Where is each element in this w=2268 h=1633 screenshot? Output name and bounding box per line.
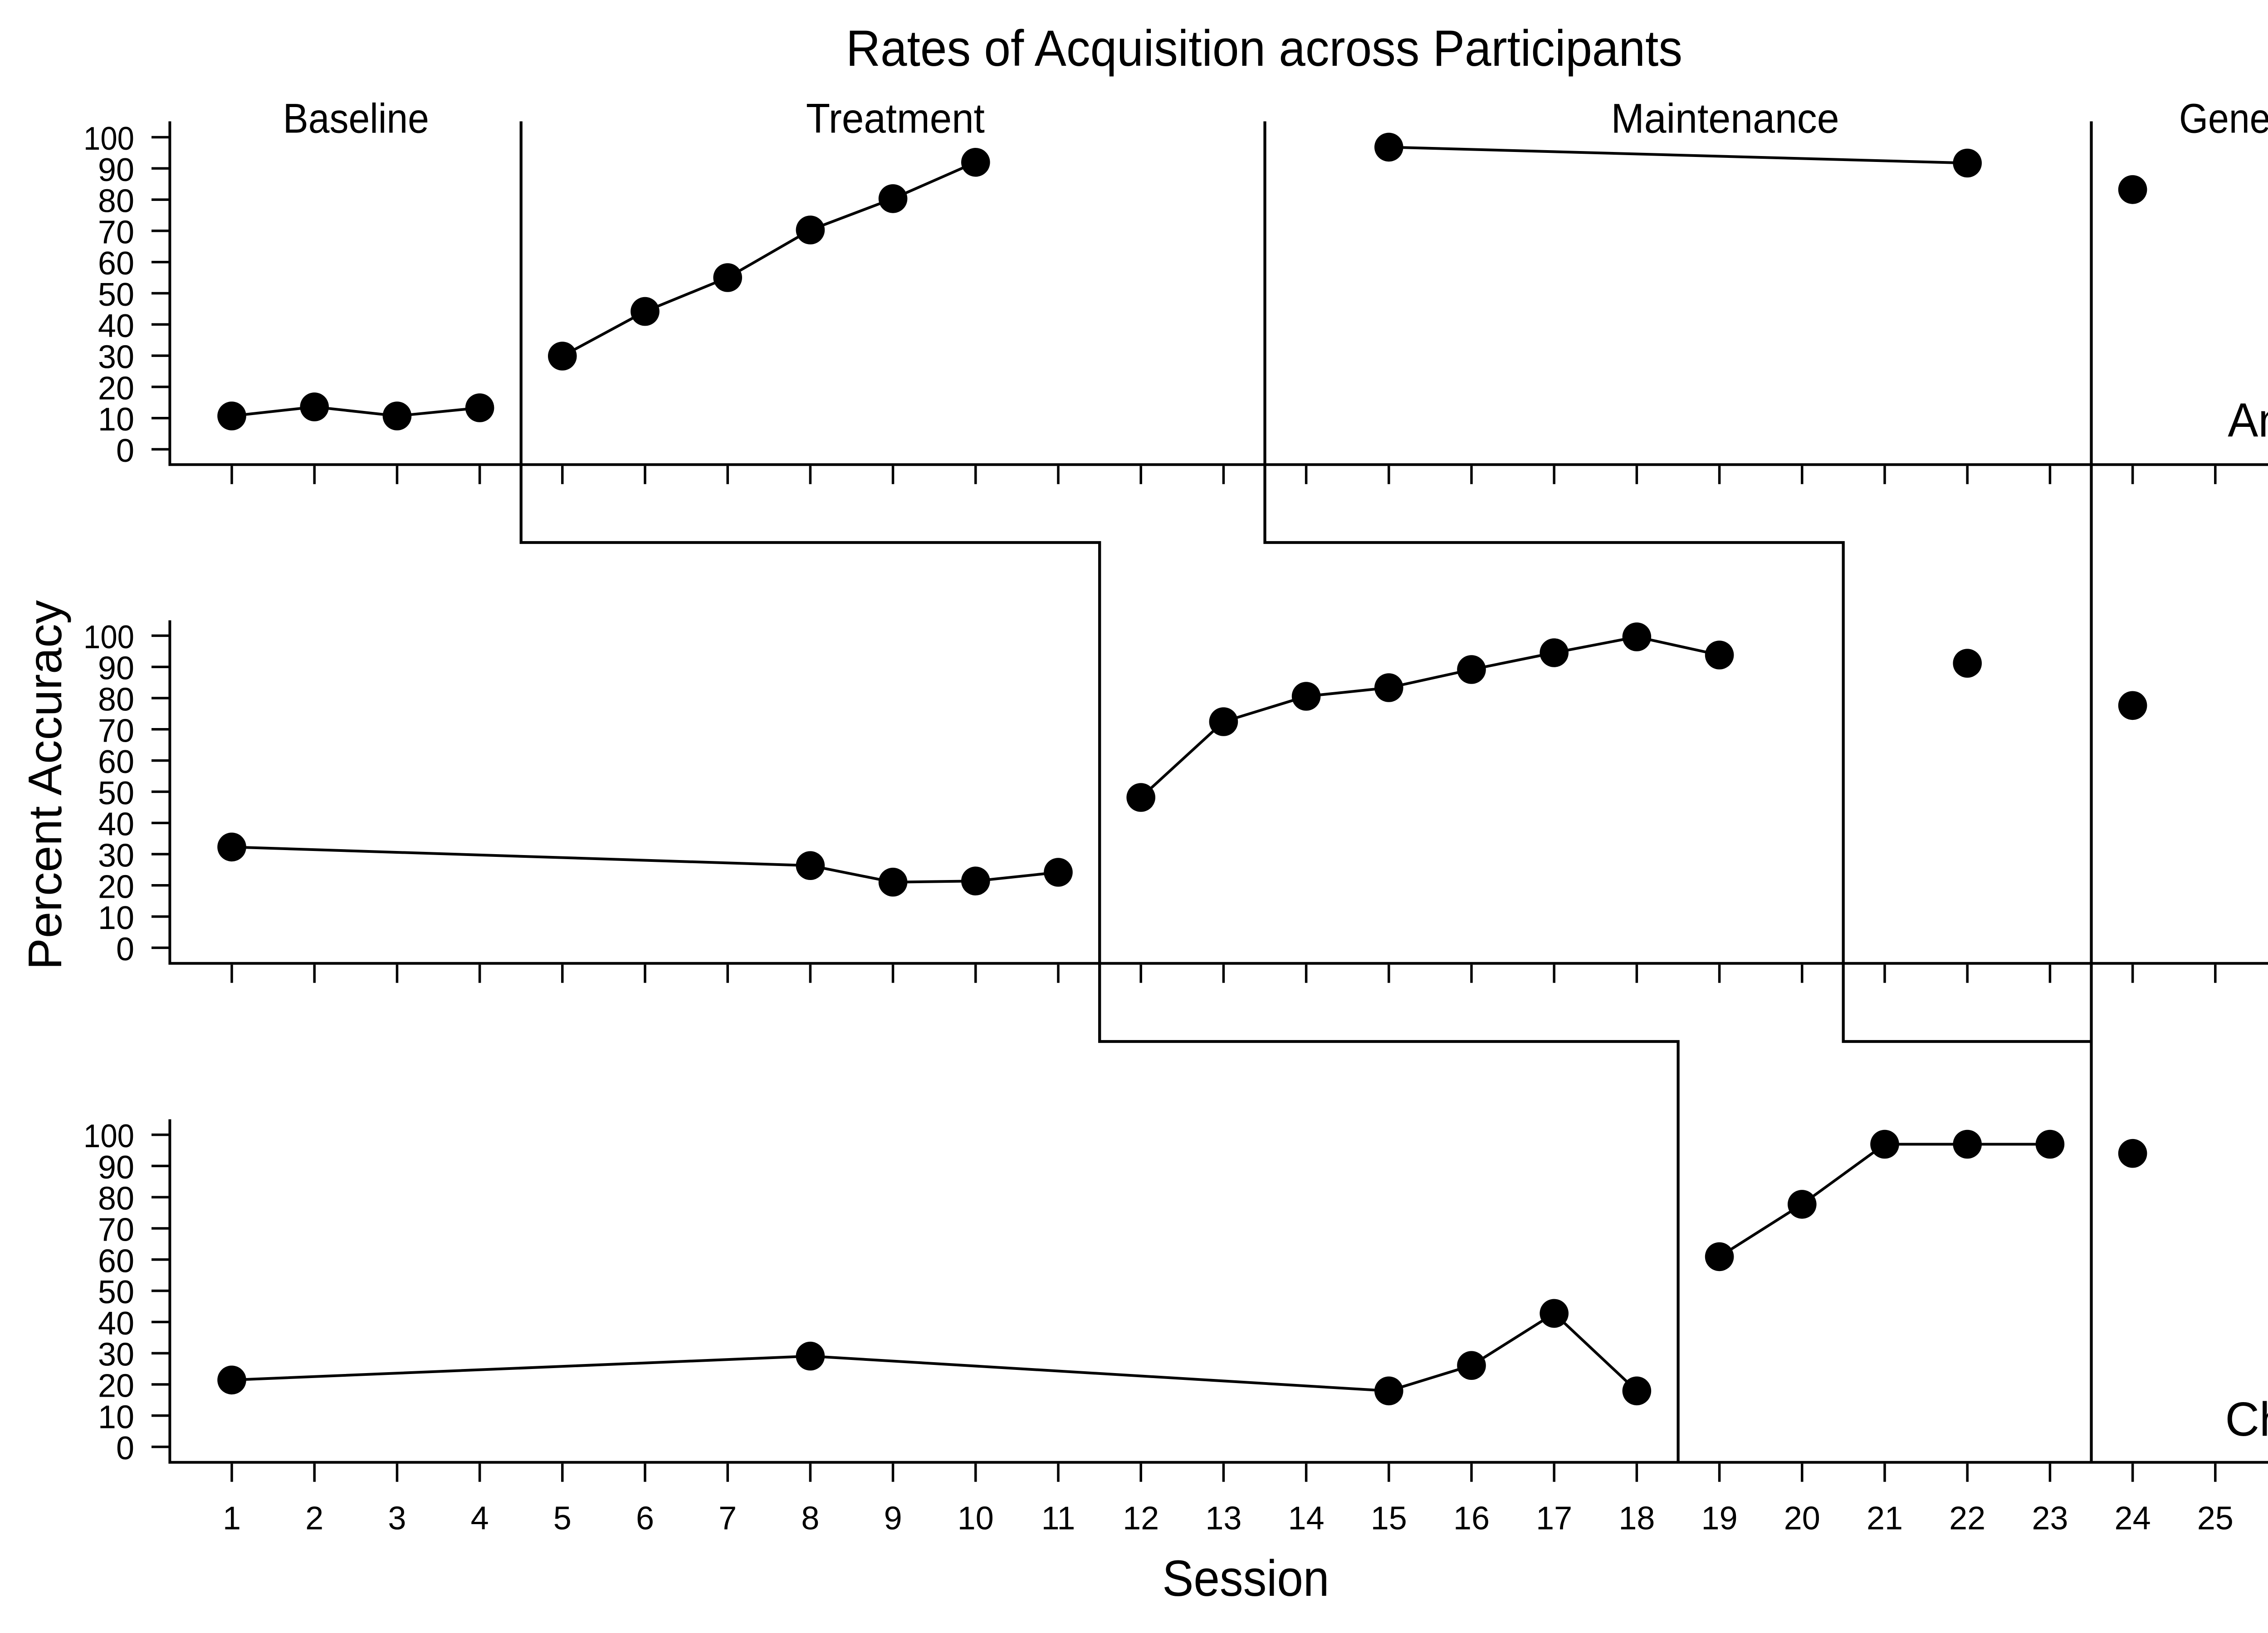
svg-text:10: 10 — [98, 900, 134, 936]
svg-text:Session: Session — [1162, 1550, 1329, 1607]
svg-text:Generalization: Generalization — [2179, 96, 2268, 142]
svg-text:10: 10 — [958, 1501, 994, 1537]
svg-text:100: 100 — [83, 619, 134, 655]
svg-text:3: 3 — [388, 1501, 406, 1537]
svg-text:Maintenance: Maintenance — [1611, 96, 1839, 142]
svg-text:30: 30 — [98, 339, 134, 376]
svg-text:7: 7 — [719, 1501, 737, 1537]
svg-text:0: 0 — [116, 433, 134, 469]
svg-text:25: 25 — [2197, 1501, 2234, 1537]
svg-text:5: 5 — [553, 1501, 572, 1537]
svg-text:40: 40 — [98, 1305, 134, 1342]
svg-text:4: 4 — [471, 1501, 489, 1537]
svg-text:16: 16 — [1453, 1501, 1490, 1537]
svg-text:Andrew: Andrew — [2228, 393, 2268, 447]
svg-text:6: 6 — [636, 1501, 654, 1537]
svg-text:23: 23 — [2032, 1501, 2068, 1537]
svg-text:2: 2 — [305, 1501, 323, 1537]
svg-text:90: 90 — [98, 650, 134, 687]
svg-text:15: 15 — [1371, 1501, 1407, 1537]
svg-text:80: 80 — [98, 183, 134, 220]
svg-text:70: 70 — [98, 214, 134, 250]
svg-text:Percent Accuracy: Percent Accuracy — [19, 600, 72, 970]
svg-text:100: 100 — [83, 121, 134, 157]
svg-text:19: 19 — [1701, 1501, 1738, 1537]
svg-text:24: 24 — [2115, 1501, 2151, 1537]
svg-text:50: 50 — [98, 775, 134, 812]
svg-text:18: 18 — [1618, 1501, 1655, 1537]
svg-text:13: 13 — [1205, 1501, 1242, 1537]
svg-text:0: 0 — [116, 931, 134, 968]
svg-text:30: 30 — [98, 838, 134, 874]
svg-text:0: 0 — [116, 1430, 134, 1467]
svg-text:10: 10 — [98, 401, 134, 438]
svg-text:Baseline: Baseline — [283, 96, 429, 142]
svg-text:Treatment: Treatment — [806, 96, 985, 142]
svg-text:100: 100 — [83, 1118, 134, 1154]
svg-text:21: 21 — [1867, 1501, 1903, 1537]
svg-text:60: 60 — [98, 744, 134, 780]
svg-text:50: 50 — [98, 1274, 134, 1310]
svg-text:10: 10 — [98, 1399, 134, 1435]
svg-text:14: 14 — [1288, 1501, 1325, 1537]
svg-text:30: 30 — [98, 1337, 134, 1373]
svg-text:20: 20 — [98, 370, 134, 406]
svg-text:11: 11 — [1041, 1501, 1075, 1537]
svg-text:1: 1 — [223, 1501, 241, 1537]
svg-text:Rates of Acquisition across Pa: Rates of Acquisition across Participants — [846, 20, 1682, 77]
svg-text:90: 90 — [98, 152, 134, 188]
svg-text:20: 20 — [1784, 1501, 1820, 1537]
svg-text:20: 20 — [98, 1368, 134, 1404]
svg-text:70: 70 — [98, 713, 134, 749]
svg-text:22: 22 — [1949, 1501, 1985, 1537]
svg-text:12: 12 — [1123, 1501, 1159, 1537]
svg-text:50: 50 — [98, 277, 134, 313]
svg-text:8: 8 — [801, 1501, 819, 1537]
svg-text:20: 20 — [98, 869, 134, 905]
svg-text:70: 70 — [98, 1212, 134, 1248]
svg-text:80: 80 — [98, 682, 134, 718]
svg-text:40: 40 — [98, 308, 134, 344]
svg-text:60: 60 — [98, 245, 134, 282]
svg-text:17: 17 — [1536, 1501, 1572, 1537]
svg-text:80: 80 — [98, 1181, 134, 1217]
svg-text:9: 9 — [884, 1501, 902, 1537]
svg-text:60: 60 — [98, 1243, 134, 1279]
svg-text:Charles: Charles — [2225, 1393, 2268, 1446]
svg-text:40: 40 — [98, 807, 134, 843]
svg-text:90: 90 — [98, 1149, 134, 1186]
